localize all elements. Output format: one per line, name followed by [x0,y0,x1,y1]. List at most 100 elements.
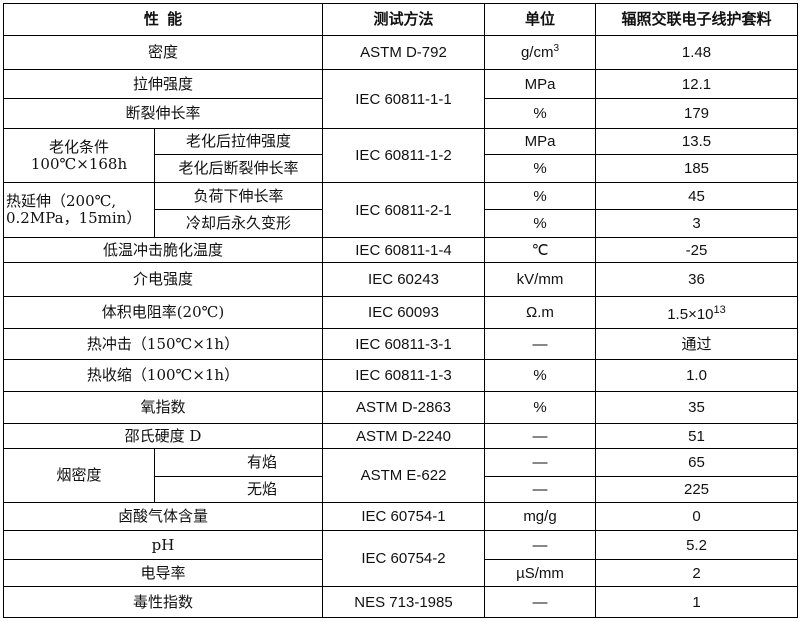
method-cell: IEC 60811-3-1 [322,328,485,360]
property-cell: pH [3,530,323,560]
property-cell: 老化后拉伸强度 [154,128,323,155]
table-row: 氧指数 ASTM D-2863 % 35 [3,391,798,424]
unit-cell: g/cm3 [484,35,596,70]
table-row: 热延伸（200℃, 0.2MPa，15min） 负荷下伸长率 IEC 60811-… [3,182,798,238]
unit-cell: MPa [484,69,596,99]
method-cell: IEC 60754-2 [322,530,485,587]
property-cell: 氧指数 [3,391,323,424]
method-cell: IEC 60811-1-2 [322,128,485,183]
group-label: 热延伸（200℃, [6,192,117,210]
value-cell: 12.1 [595,69,798,99]
unit-superscript: 3 [553,43,560,54]
value-text: 1.5×10 [667,306,714,323]
method-cell: ASTM D-2240 [322,423,485,449]
unit-cell: kV/mm [484,262,596,297]
method-cell: NES 713-1985 [322,586,485,618]
group-cell: 烟密度 [3,448,155,503]
table-row: 邵氏硬度 D ASTM D-2240 — 51 [3,423,798,449]
property-cell: 邵氏硬度 D [3,423,323,449]
unit-cell: % [484,98,596,129]
value-cell: 1.0 [595,359,798,392]
value-cell: 179 [595,98,798,129]
property-cell: 介电强度 [3,262,323,297]
unit-cell: — [484,530,596,560]
method-cell: ASTM E-622 [322,448,485,503]
value-cell: 1 [595,586,798,618]
value-cell: 1.5×1013 [595,296,798,329]
value-cell: 通过 [595,328,798,360]
unit-cell: Ω.m [484,296,596,329]
unit-cell: µS/mm [484,559,596,587]
value-cell: 225 [595,476,798,503]
header-property: 性 能 [3,3,323,36]
method-cell: IEC 60811-1-3 [322,359,485,392]
method-cell: IEC 60811-2-1 [322,182,485,238]
table-row: 老化条件 100℃×168h 老化后拉伸强度 IEC 60811-1-2 MPa … [3,128,798,183]
unit-cell: % [484,209,596,238]
method-cell: ASTM D-792 [322,35,485,70]
header-row: 性 能 测试方法 单位 辐照交联电子线护套料 [3,3,798,36]
group-label-line2: 100℃×168h [30,154,128,173]
value-cell: 35 [595,391,798,424]
table-row: 热冲击（150℃×1h） IEC 60811-3-1 — 通过 [3,328,798,360]
property-cell: 负荷下伸长率 [154,182,323,210]
unit-cell: — [484,423,596,449]
method-cell: IEC 60811-1-4 [322,237,485,263]
method-cell: IEC 60754-1 [322,502,485,531]
property-cell: 热收缩（100℃×1h） [3,359,323,392]
method-cell: IEC 60093 [322,296,485,329]
value-cell: 65 [595,448,798,477]
table-row: 体积电阻率(20℃) IEC 60093 Ω.m 1.5×1013 [3,296,798,329]
table-row: 冷却后永久变形 % 3 [4,209,798,238]
value-cell: 45 [595,182,798,210]
table-row: 毒性指数 NES 713-1985 — 1 [3,586,798,618]
method-cell: IEC 60811-1-1 [322,69,485,129]
unit-cell: % [484,182,596,210]
value-cell: -25 [595,237,798,263]
table-row: 热收缩（100℃×1h） IEC 60811-1-3 % 1.0 [3,359,798,392]
table-row: 烟密度 有焰 ASTM E-622 — 65 [3,448,798,503]
property-cell: 无焰 [154,476,323,503]
value-superscript: 13 [713,304,726,316]
value-cell: 51 [595,423,798,449]
property-cell: 体积电阻率(20℃) [3,296,323,329]
unit-cell: ℃ [484,237,596,263]
table-row: 介电强度 IEC 60243 kV/mm 36 [3,262,798,297]
table-row: 拉伸强度 IEC 60811-1-1 MPa 12.1 [3,69,798,129]
value-cell: 36 [595,262,798,297]
unit-cell: MPa [484,128,596,155]
unit-cell: — [484,586,596,618]
unit-text: g/cm [520,44,554,61]
unit-cell: % [484,154,596,183]
property-cell: 密度 [3,35,323,70]
unit-cell: mg/g [484,502,596,531]
value-cell: 3 [595,209,798,238]
value-cell: 185 [595,154,798,183]
properties-table: 性 能 测试方法 单位 辐照交联电子线护套料 密度 ASTM D-792 g/c… [3,3,798,618]
property-cell: 冷却后永久变形 [154,209,323,238]
group-cell: 老化条件 100℃×168h [3,128,155,183]
method-cell: ASTM D-2863 [322,391,485,424]
table-row: 低温冲击脆化温度 IEC 60811-1-4 ℃ -25 [3,237,798,263]
table-row: 卤酸气体含量 IEC 60754-1 mg/g 0 [3,502,798,531]
table-row: 断裂伸长率 % 179 [3,98,798,129]
method-cell: IEC 60243 [322,262,485,297]
unit-cell: — [484,476,596,503]
group-label: 老化条件 [48,137,109,156]
group-cell: 热延伸（200℃, 0.2MPa，15min） [3,182,155,238]
group-label-line2: 0.2MPa，15min） [6,209,142,227]
value-cell: 13.5 [595,128,798,155]
header-unit: 单位 [484,3,596,36]
property-cell: 有焰 [154,448,323,477]
unit-cell: — [484,328,596,360]
unit-cell: — [484,448,596,477]
value-cell: 2 [595,559,798,587]
unit-cell: % [484,359,596,392]
table-row: pH IEC 60754-2 — 5.2 [3,530,798,587]
table-row: 密度 ASTM D-792 g/cm3 1.48 [3,35,798,70]
property-cell: 电导率 [3,559,323,587]
property-cell: 卤酸气体含量 [3,502,323,531]
property-cell: 老化后断裂伸长率 [154,154,323,183]
property-cell: 低温冲击脆化温度 [3,237,323,263]
value-cell: 0 [595,502,798,531]
